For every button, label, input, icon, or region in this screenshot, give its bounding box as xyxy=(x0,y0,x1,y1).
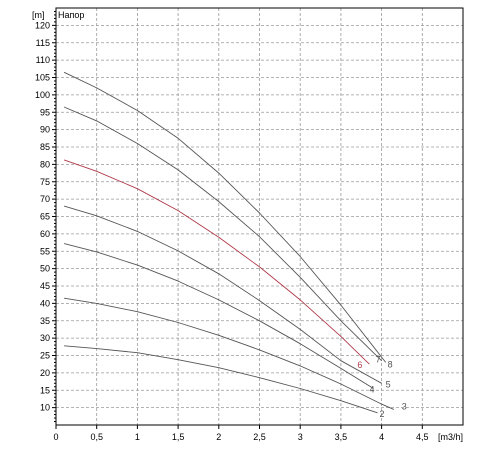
curve-3 xyxy=(64,297,394,410)
chart-title: Напор xyxy=(58,10,84,20)
curves xyxy=(63,71,394,414)
y-tick-label: 70 xyxy=(40,194,50,204)
y-tick-label: 60 xyxy=(40,229,50,239)
x-tick-label: 2 xyxy=(216,432,221,442)
x-tick-label: 1 xyxy=(135,432,140,442)
curve-label-8: 8 xyxy=(388,359,393,369)
grid xyxy=(56,8,463,425)
y-tick-label: 50 xyxy=(40,264,50,274)
y-axis-label: [m] xyxy=(32,10,45,20)
curve-2 xyxy=(64,345,378,414)
y-tick-label: 115 xyxy=(36,38,50,48)
y-tick-label: 105 xyxy=(35,73,50,83)
curve-label-6: 6 xyxy=(357,360,362,370)
y-tick-label: 80 xyxy=(40,159,50,169)
y-tick-label: 45 xyxy=(40,281,50,291)
y-tick-label: 55 xyxy=(40,246,50,256)
y-tick-label: 85 xyxy=(40,142,50,152)
y-tick-label: 40 xyxy=(40,298,50,308)
y-tick-label: 30 xyxy=(40,333,50,343)
y-tick-label: 75 xyxy=(40,177,50,187)
y-tick-label: 20 xyxy=(40,368,50,378)
x-tick-label: 0 xyxy=(53,432,58,442)
y-tick-label: 35 xyxy=(40,316,50,326)
y-tick-label: 110 xyxy=(36,55,50,65)
curve-5 xyxy=(63,205,382,384)
curve-label-7: 7 xyxy=(376,355,381,365)
y-tick-label: 25 xyxy=(40,351,50,361)
y-tick-labels: 10 15 20 25 30 35 40 45 50 55 60 65 70 75 80 85 90 95 100 1… xyxy=(35,20,50,412)
y-tick-label: 120 xyxy=(35,20,50,30)
y-tick-label: 90 xyxy=(40,125,50,135)
curve-7 xyxy=(63,106,382,362)
curve-4 xyxy=(63,243,374,389)
x-tick-labels: 0 0,5 1 1,5 2 2,5 3 3,5 4 4,5 xyxy=(53,432,428,442)
y-tick-label: 15 xyxy=(40,385,50,395)
curve-label-3: 3 xyxy=(402,401,407,411)
x-tick-label: 4,5 xyxy=(416,432,429,442)
curve-label-2: 2 xyxy=(380,409,385,419)
x-tick-label: 0,5 xyxy=(90,432,103,442)
x-tick-label: 3 xyxy=(298,432,303,442)
curve-labels: 2 3 4 5 6 7 8 xyxy=(357,355,406,419)
y-tick-label: 95 xyxy=(40,107,50,117)
x-tick-label: 4 xyxy=(379,432,384,442)
y-tick-label: 10 xyxy=(40,403,50,413)
x-tick-label: 3,5 xyxy=(335,432,348,442)
y-tick-label: 100 xyxy=(35,90,50,100)
y-tick-label: 65 xyxy=(40,212,50,222)
curve-6 xyxy=(63,159,370,365)
curve-label-5: 5 xyxy=(386,379,391,389)
x-axis-label: [m3/h] xyxy=(438,432,463,442)
x-tick-label: 1,5 xyxy=(172,432,185,442)
x-tick-label: 2,5 xyxy=(253,432,266,442)
plot-frame xyxy=(55,7,464,426)
curve-label-4: 4 xyxy=(369,385,374,395)
curve-8 xyxy=(63,71,387,363)
